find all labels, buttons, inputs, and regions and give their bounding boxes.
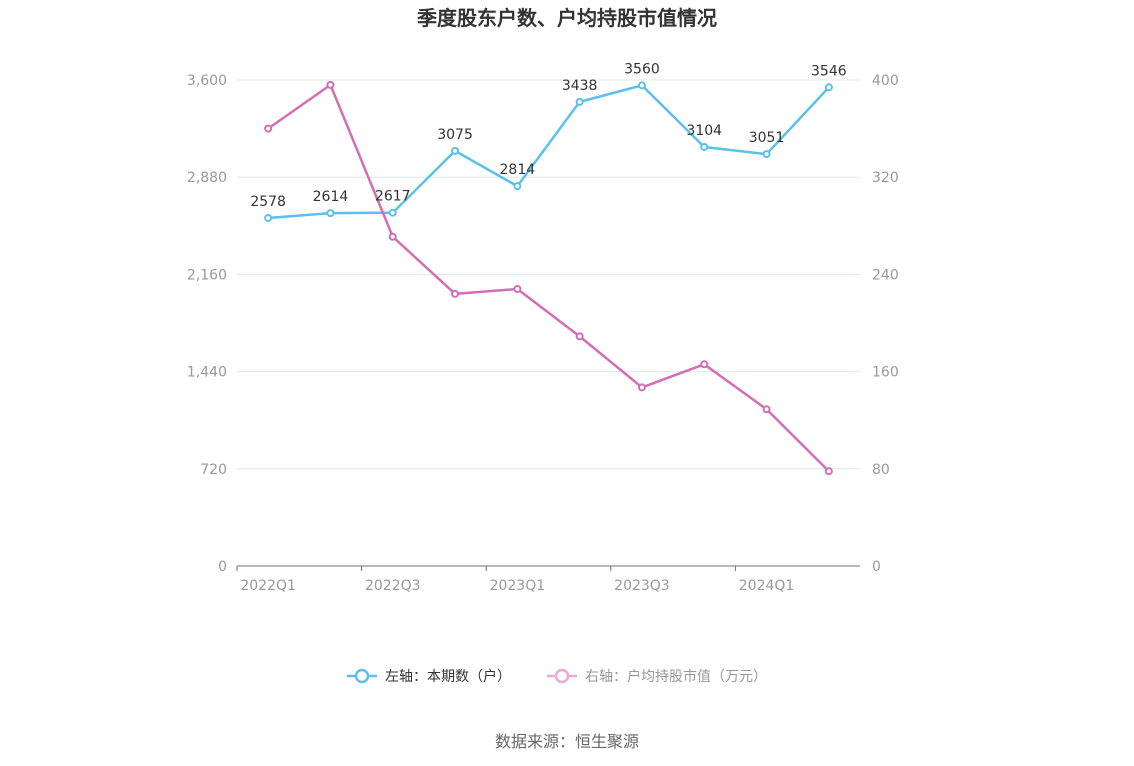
x-axis-tick-label: 2022Q1 (240, 578, 296, 594)
avg-holding-value-line (267, 83, 830, 473)
data-label: 3560 (624, 61, 660, 77)
legend-item[interactable]: 左轴：本期数（户） (347, 668, 511, 685)
data-label: 2578 (250, 194, 286, 210)
left-axis-tick-label: 720 (200, 462, 227, 478)
legend-label: 左轴：本期数（户） (385, 668, 511, 685)
avg-holding-value-point (326, 80, 335, 89)
data-label: 2814 (500, 162, 536, 178)
avg-holding-value-point (513, 284, 522, 293)
holders-count-point (513, 182, 522, 191)
right-axis-tick-label: 400 (872, 73, 899, 89)
data-labels: 2578 2614 2617 3075 2814 3438 3560 3104 3051 3546 (250, 61, 846, 210)
data-label: 3051 (749, 130, 785, 146)
legend-marker-icon (554, 668, 570, 684)
right-axis-tick-label: 160 (872, 365, 899, 381)
avg-holding-value-point (388, 232, 397, 241)
holders-count-point (700, 142, 709, 151)
right-axis-tick-label: 240 (872, 267, 899, 283)
legend-marker-icon (354, 668, 370, 684)
grid-lines (237, 79, 860, 470)
holders-count-point (762, 150, 771, 159)
holders-count-point (637, 81, 646, 90)
holders-count-point (824, 83, 833, 92)
avg-holding-value-point (264, 124, 273, 133)
legend[interactable]: 左轴：本期数（户） 右轴：户均持股市值（万元） (347, 668, 767, 685)
holders-count-line (268, 84, 830, 220)
left-axis-tick-label: 2,880 (187, 170, 227, 186)
x-axis: 2022Q1 2022Q3 2023Q1 2023Q3 2024Q1 (236, 565, 860, 594)
x-axis-tick-label: 2023Q3 (614, 578, 670, 594)
left-axis: 0 720 1,440 2,160 2,880 3,600 (187, 73, 227, 575)
data-label: 2614 (313, 189, 349, 205)
x-axis-tick-label: 2023Q1 (490, 578, 546, 594)
left-axis-tick-label: 2,160 (187, 267, 227, 283)
series-layer (264, 80, 833, 476)
legend-item[interactable]: 右轴：户均持股市值（万元） (547, 668, 767, 685)
data-label: 3438 (562, 78, 598, 94)
holders-count-point (575, 97, 584, 106)
right-axis-tick-label: 0 (872, 559, 881, 575)
avg-holding-value-point (762, 405, 771, 414)
right-axis-tick-label: 320 (872, 170, 899, 186)
avg-holding-value-point (637, 383, 646, 392)
holders-count-point (264, 213, 273, 222)
avg-holding-value-point (451, 289, 460, 298)
holders-count-point (451, 146, 460, 155)
data-label: 3546 (811, 63, 847, 79)
x-axis-tick-label: 2024Q1 (739, 578, 795, 594)
left-axis-tick-label: 3,600 (187, 73, 227, 89)
avg-holding-value-point (824, 467, 833, 476)
right-axis-tick-label: 80 (872, 462, 890, 478)
holders-count-point (388, 208, 397, 217)
chart-title: 季度股东户数、户均持股市值情况 (416, 6, 717, 30)
data-source: 数据来源：恒生聚源 (495, 732, 639, 751)
avg-holding-value-point (575, 332, 584, 341)
data-label: 2617 (375, 189, 411, 205)
legend-label: 右轴：户均持股市值（万元） (585, 668, 767, 685)
holders-count-point (326, 209, 335, 218)
avg-holding-value-point (700, 360, 709, 369)
left-axis-tick-label: 0 (218, 559, 227, 575)
left-axis-tick-label: 1,440 (187, 365, 227, 381)
data-label: 3104 (686, 123, 722, 139)
right-axis: 0 80 160 240 320 400 (872, 73, 899, 575)
x-axis-tick-label: 2022Q3 (365, 578, 421, 594)
data-label: 3075 (437, 127, 473, 143)
